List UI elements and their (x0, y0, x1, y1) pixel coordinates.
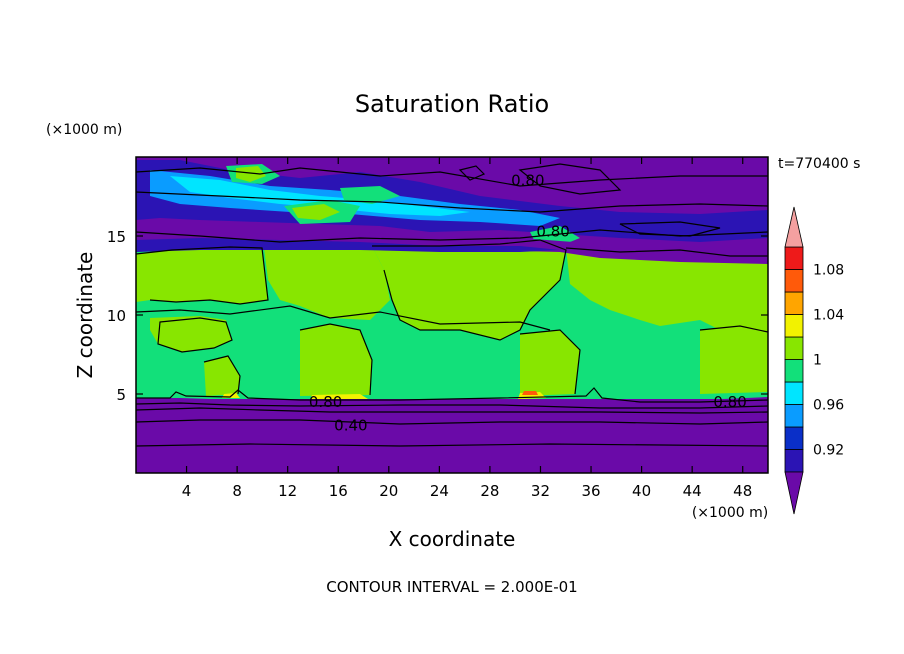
x-tick-label: 4 (182, 482, 192, 500)
y-tick-label: 15 (107, 228, 126, 246)
contour-label: 0.80 (511, 172, 544, 190)
region-green-left-lower (150, 316, 232, 352)
contour-interval-footer: CONTOUR INTERVAL = 2.000E-01 (326, 578, 577, 596)
contour-label: 0.80 (536, 222, 569, 240)
colorbar-bin (784, 359, 804, 383)
region-green-bottom-1 (300, 324, 372, 396)
colorbar-bin (784, 404, 804, 428)
y-axis-label: Z coordinate (73, 252, 97, 379)
colorbar-bin (784, 291, 804, 315)
colorbar-over-triangle (784, 206, 804, 248)
y-tick-label: 5 (116, 386, 126, 404)
x-tick-label: 48 (733, 482, 752, 500)
x-axis-label: X coordinate (389, 527, 516, 551)
contour-field: 0.80 0.80 0.80 0.40 0.80 (136, 157, 768, 473)
colorbar-under-triangle (784, 471, 804, 515)
region-green-left (136, 247, 268, 304)
colorbar-tick-label: 0.96 (813, 398, 844, 414)
y-units-label: (×1000 m) (46, 122, 122, 138)
region-orange-spot (522, 391, 538, 395)
time-label: t=770400 s (778, 156, 860, 172)
y-axis: 5 10 15 (107, 228, 768, 404)
region-upper-green (236, 166, 340, 220)
x-tick-label: 32 (531, 482, 550, 500)
colorbar-bin (784, 381, 804, 405)
colorbar-tick-label: 1.04 (813, 308, 844, 324)
contour-label-group: 0.80 0.80 0.80 0.40 0.80 (309, 172, 747, 435)
x-units-label: (×1000 m) (692, 505, 768, 521)
x-tick-label: 40 (632, 482, 651, 500)
colorbar-bin (784, 314, 804, 338)
region-yellow-spot-1 (310, 394, 368, 400)
contour-label: 0.40 (334, 417, 367, 435)
region-green-center-left (264, 244, 390, 320)
contour-label: 0.80 (713, 393, 746, 411)
x-tick-label: 28 (480, 482, 499, 500)
colorbar-tick-label: 0.92 (813, 443, 844, 459)
contour-label: 0.80 (309, 393, 342, 411)
x-tick-label: 24 (430, 482, 449, 500)
x-tick-label: 44 (683, 482, 702, 500)
region-upper-blue (136, 160, 768, 242)
colorbar-tick-label: 1.08 (813, 263, 844, 279)
region-upper-blue-band (136, 238, 560, 252)
colorbar-bin (784, 449, 804, 473)
contour-lines (136, 163, 768, 447)
region-upper-cyan (170, 176, 470, 216)
colorbar-bin (784, 426, 804, 450)
region-green-bottom-4 (204, 356, 240, 396)
x-axis: 4 8 12 16 20 24 28 32 36 40 44 48 (182, 157, 752, 500)
chart-title: Saturation Ratio (355, 90, 549, 118)
colorbar-bin (784, 269, 804, 293)
region-green-bottom-2 (520, 330, 580, 396)
x-tick-label: 36 (581, 482, 600, 500)
region-green-bottom-3 (700, 326, 768, 394)
colorbar-bin (784, 336, 804, 360)
colorbar-tick-label: 1 (813, 353, 822, 369)
x-tick-label: 16 (329, 482, 348, 500)
x-tick-label: 12 (278, 482, 297, 500)
region-upper-dark-band (136, 224, 768, 264)
y-tick-label: 10 (107, 307, 126, 325)
region-green-center (372, 240, 566, 340)
x-tick-label: 8 (232, 482, 242, 500)
region-lower-dry (136, 399, 768, 473)
colorbar-bin (784, 246, 804, 270)
region-green-right (566, 248, 768, 350)
x-tick-label: 20 (379, 482, 398, 500)
colorbar: 0.92 0.96 1 1.04 1.08 (784, 206, 844, 515)
